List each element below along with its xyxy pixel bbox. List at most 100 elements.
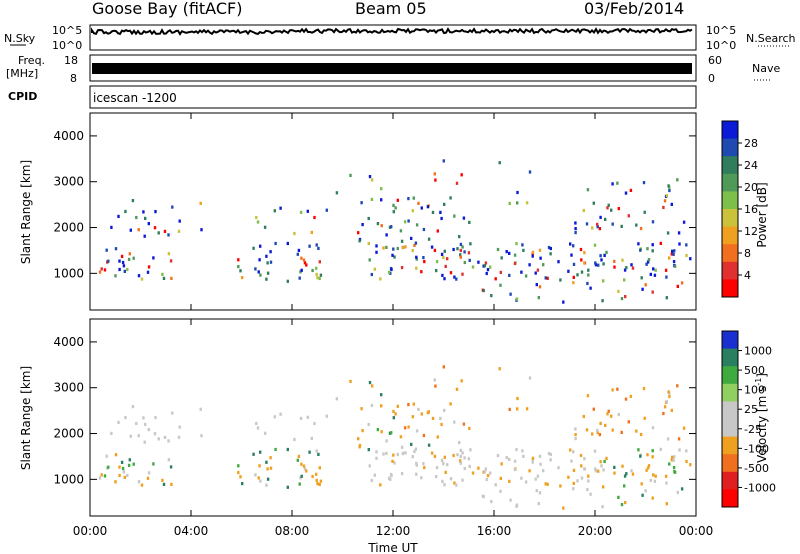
power-cell [547,245,551,250]
velocity-cell [298,482,301,486]
velocity-cell [462,422,466,426]
power-colorbar-segment [722,191,738,210]
velocity-cell [468,464,471,468]
power-cell [392,203,395,207]
velocity-cell [538,454,542,458]
velocity-cell [446,463,449,467]
velocity-cell [310,436,313,440]
power-cell [391,253,394,257]
freq-unit: [MHz] [6,67,38,80]
power-cell [122,264,126,268]
power-cell [500,256,503,260]
power-cell [360,201,363,205]
power-cell [613,265,616,269]
power-cell [670,202,673,206]
power-cell [279,206,282,210]
velocity-cell [663,405,667,409]
velocity-cell [574,437,577,441]
velocity-cell [422,462,425,466]
nave-tick-bottom: 0 [708,72,715,85]
power-cell [659,241,662,245]
velocity-colorbar-tick-label: 1000 [744,345,772,358]
power-cell [587,273,590,277]
x-tick-label: 20:00 [578,524,613,538]
power-cell [528,170,532,174]
velocity-cell [368,464,371,468]
power-cell [161,272,164,276]
velocity-cell [591,432,594,436]
power-cell [137,228,140,232]
power-cell [549,246,552,251]
power-cell [531,250,535,254]
velocity-cell [449,477,453,481]
velocity-cell [607,409,610,413]
velocity-cell [300,474,303,478]
power-cell [653,273,657,277]
power-cell [435,260,439,264]
velocity-cell [651,455,654,459]
power-cell [412,196,415,200]
velocity-cell [459,454,462,459]
power-cell [371,178,374,182]
power-cell [273,209,276,213]
freq-label: Freq. [18,54,45,67]
power-cell [390,225,393,229]
power-cell [146,270,150,274]
velocity-y-ticks: 1000 2000 3000 4000 [53,335,696,486]
velocity-cell [649,478,652,482]
velocity-cell [582,414,585,419]
power-cell [118,267,121,272]
power-cell [665,275,668,279]
power-cell [538,248,542,252]
velocity-cell [449,402,452,406]
velocity-cell [274,447,277,452]
velocity-colorbar-segment [722,366,738,385]
power-cell [508,201,511,205]
velocity-cell [611,388,614,392]
power-cell [357,231,360,235]
power-cell [453,275,456,279]
velocity-cell [305,469,308,473]
power-cell [380,198,383,202]
velocity-cell [440,422,443,427]
velocity-cell [685,459,688,464]
velocity-cell [375,456,378,460]
cpid-strip-frame [89,85,697,109]
velocity-cell [589,492,592,496]
freq-strip-frame [89,54,697,82]
power-cell [486,268,490,272]
power-colorbar-segment [722,138,738,157]
velocity-cell [256,426,260,430]
power-cell [400,239,404,243]
power-cell [453,214,456,218]
velocity-cell [641,493,644,497]
velocity-cell [300,462,303,466]
velocity-cell [651,426,655,430]
power-cell [567,269,570,273]
power-cell [639,248,642,252]
power-cell [624,295,627,299]
velocity-cell [459,461,462,465]
velocity-cell [415,429,419,433]
power-cell [485,271,488,276]
power-cell [667,184,670,188]
velocity-cell [531,458,534,462]
velocity-colorbar-tick-label: -100 [744,442,769,455]
power-cell [310,230,313,234]
x-tick-label: 00:00 [679,524,714,538]
velocity-cell [241,482,244,486]
power-cell [387,270,391,274]
velocity-cell [126,473,129,478]
velocity-cell [266,477,270,481]
power-cell [539,256,542,260]
velocity-cell [538,491,542,495]
power-cell [569,242,572,246]
power-cell [587,268,590,272]
power-cell [118,259,121,263]
power-cell [515,297,519,301]
velocity-cell [392,409,395,413]
velocity-cell [399,435,403,439]
velocity-cell [572,481,575,485]
power-cell [434,178,437,182]
velocity-cell [396,404,399,408]
